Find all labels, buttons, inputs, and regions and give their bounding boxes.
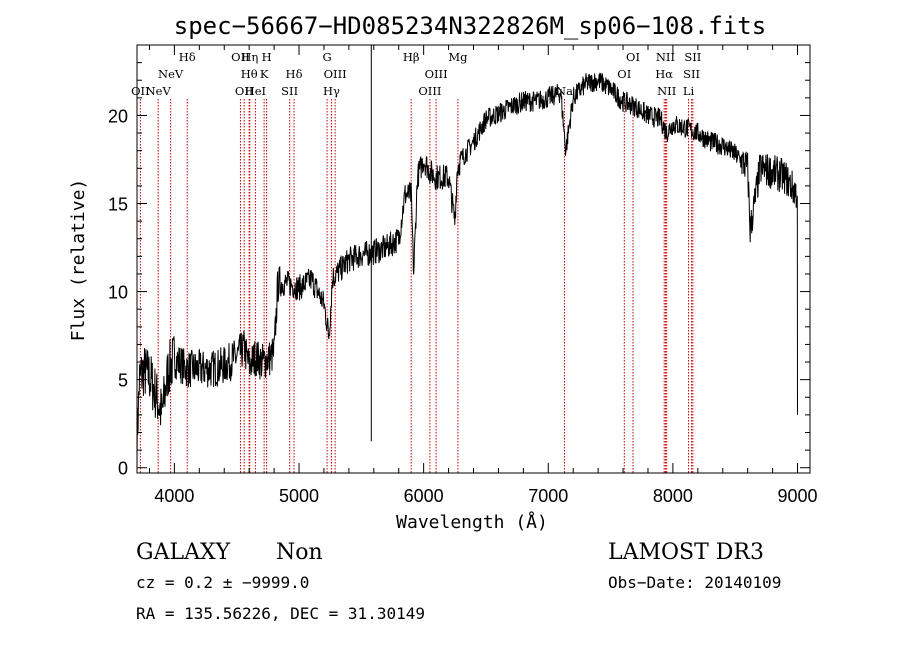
x-tick-label: 5000 bbox=[279, 486, 319, 506]
chart-title: spec−56667−HD085234N322826M_sp06−108.fit… bbox=[174, 12, 766, 40]
survey-name: LAMOST DR3 bbox=[608, 540, 764, 565]
emission-line-label: Hδ bbox=[179, 50, 196, 64]
object-subclass: Non bbox=[276, 540, 323, 565]
x-tick-label: 9000 bbox=[778, 486, 818, 506]
emission-line-label: Mg bbox=[448, 50, 468, 64]
y-tick-label: 5 bbox=[118, 371, 128, 391]
emission-line-label: OIII bbox=[324, 67, 347, 81]
x-axis-label: Wavelength (Å) bbox=[396, 511, 548, 533]
y-tick-label: 10 bbox=[108, 283, 128, 303]
emission-line-label: NII bbox=[657, 84, 676, 98]
emission-line-label: Li bbox=[683, 84, 695, 98]
emission-line-label: HeI bbox=[245, 84, 266, 98]
emission-line-label: SII bbox=[683, 67, 700, 81]
y-tick-label: 0 bbox=[118, 459, 128, 479]
y-axis-label: Flux (relative) bbox=[68, 179, 89, 342]
emission-line-label: SII bbox=[684, 50, 701, 64]
emission-line-label: NeV bbox=[146, 84, 172, 98]
emission-line-label: OI bbox=[626, 50, 640, 64]
emission-line-label: OIII bbox=[425, 67, 448, 81]
y-axis-ticks: 0 5 10 15 20 bbox=[108, 62, 810, 479]
emission-line-label: Hδ bbox=[286, 67, 303, 81]
spectrum-line bbox=[136, 72, 798, 467]
emission-line-label: Hη bbox=[241, 50, 258, 64]
y-tick-label: 15 bbox=[108, 195, 128, 215]
obs-date-text: Obs−Date: 20140109 bbox=[608, 573, 781, 592]
emission-line-label: OIII bbox=[418, 84, 441, 98]
emission-line-label: Hθ bbox=[241, 67, 258, 81]
emission-line-label: K bbox=[260, 67, 269, 81]
spectrum-series bbox=[136, 45, 798, 467]
emission-line-label: Hα bbox=[655, 67, 673, 81]
emission-line-label: H bbox=[262, 50, 272, 64]
emission-line-label: SII bbox=[281, 84, 298, 98]
emission-line-label: OI bbox=[617, 67, 631, 81]
emission-line-label: OII bbox=[131, 84, 150, 98]
x-tick-label: 7000 bbox=[528, 486, 568, 506]
x-tick-label: 8000 bbox=[653, 486, 693, 506]
x-tick-label: 4000 bbox=[154, 486, 194, 506]
emission-line-label: OII bbox=[231, 50, 250, 64]
coordinates-text: RA = 135.56226, DEC = 31.30149 bbox=[136, 604, 425, 623]
x-tick-label: 6000 bbox=[404, 486, 444, 506]
emission-line-markers bbox=[139, 99, 694, 473]
emission-line-label: Hγ bbox=[323, 84, 340, 98]
emission-line-label: G bbox=[322, 50, 331, 64]
x-axis-ticks: 4000 5000 6000 7000 8000 9000 bbox=[148, 45, 818, 506]
emission-line-label: Hβ bbox=[403, 50, 420, 64]
y-tick-label: 20 bbox=[108, 106, 128, 126]
emission-line-label: OII bbox=[235, 84, 254, 98]
object-class: GALAXY bbox=[136, 540, 231, 565]
redshift-text: cz = 0.2 ± −9999.0 bbox=[136, 573, 309, 592]
emission-line-label: NII bbox=[656, 50, 675, 64]
emission-line-label: NeV bbox=[158, 67, 184, 81]
plot-frame bbox=[136, 44, 811, 474]
